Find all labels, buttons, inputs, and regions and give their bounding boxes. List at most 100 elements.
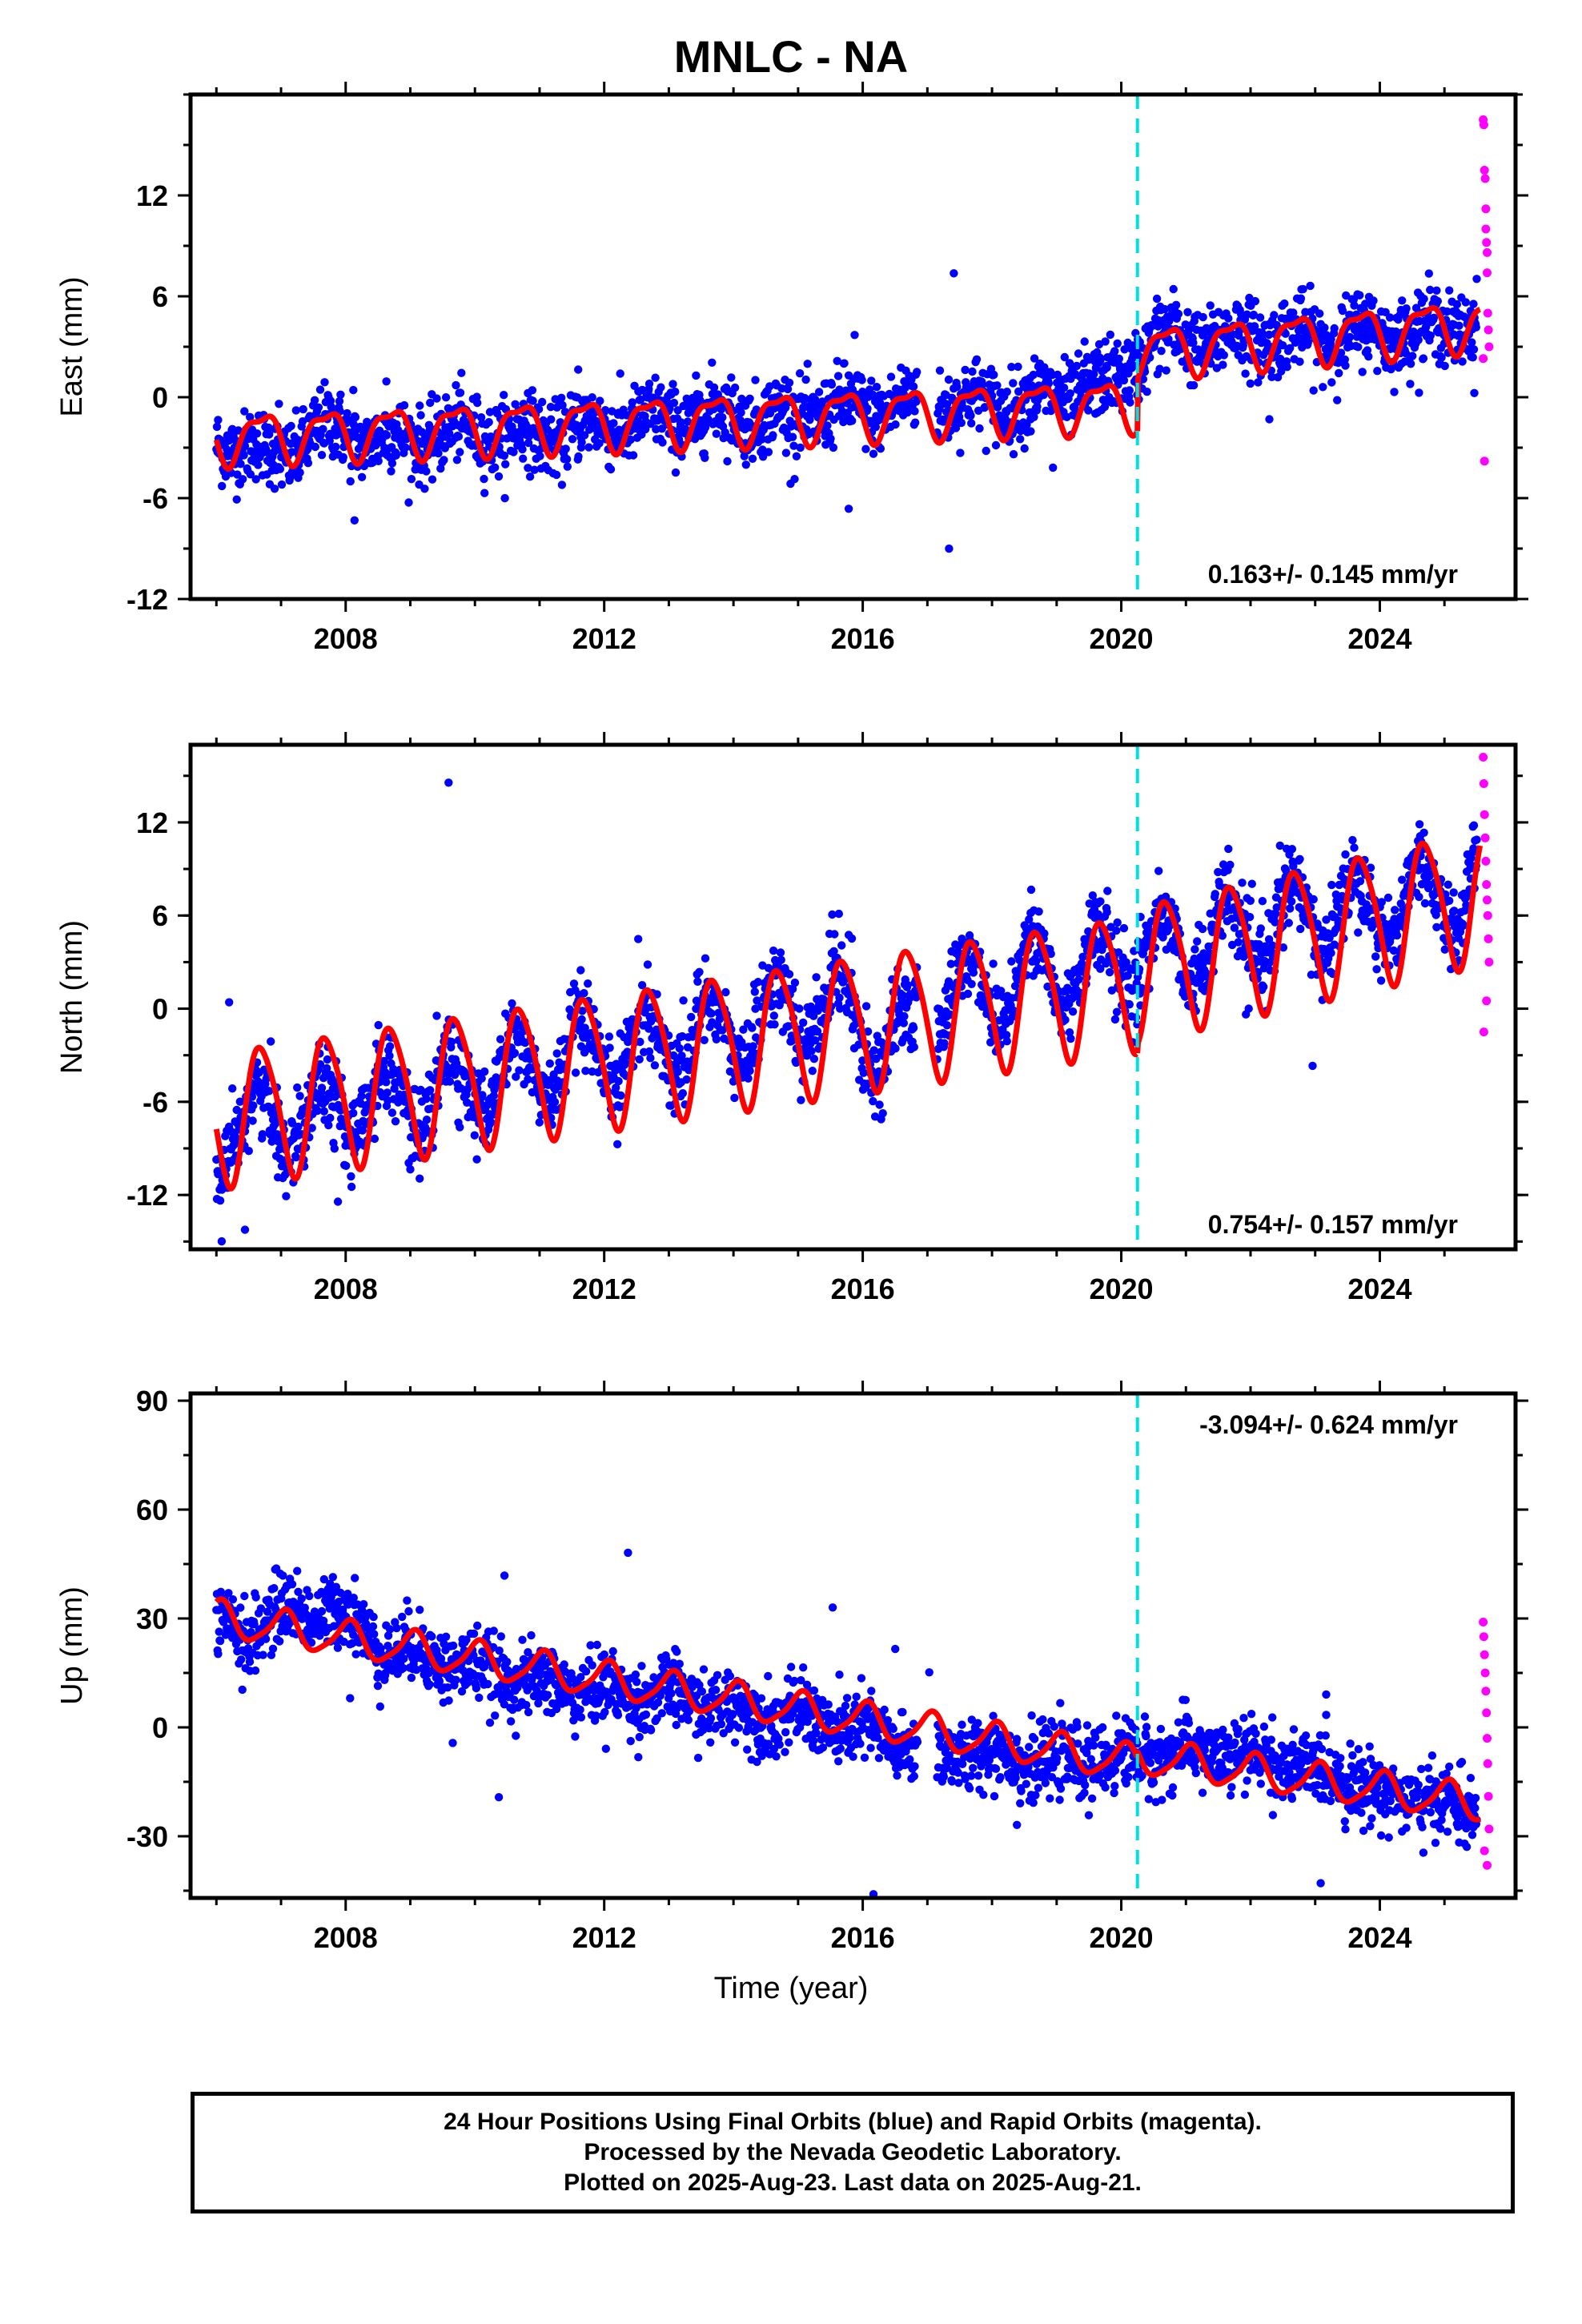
north-final-point (963, 989, 973, 999)
north-final-point (217, 1236, 227, 1246)
east-final-point (1338, 306, 1347, 316)
north-final-point (942, 1021, 952, 1030)
east-final-point (1049, 463, 1058, 472)
north-x-tick-label: 2012 (572, 1273, 636, 1305)
east-final-point (456, 388, 465, 397)
east-final-point (1119, 376, 1129, 385)
east-final-point (1174, 309, 1183, 319)
east-final-point (351, 412, 360, 422)
north-final-point (406, 1165, 415, 1174)
north-final-point (776, 948, 785, 957)
east-final-point (869, 449, 878, 458)
east-final-point (658, 438, 667, 447)
east-final-point (1241, 369, 1250, 378)
east-final-point (1283, 363, 1291, 372)
north-final-point (1026, 885, 1036, 895)
north-final-point (584, 979, 592, 988)
north-final-point (969, 968, 978, 977)
east-final-point (1267, 372, 1276, 381)
up-final-point (297, 1594, 306, 1603)
north-final-point (967, 979, 976, 989)
east-final-point (886, 372, 896, 381)
north-final-point (830, 930, 839, 939)
east-final-point (500, 451, 509, 460)
east-final-point (982, 446, 990, 456)
north-rapid-point (1480, 810, 1489, 819)
north-final-point (878, 1109, 887, 1118)
east-final-point (546, 403, 556, 412)
north-final-point (693, 977, 702, 987)
up-final-point (287, 1580, 297, 1589)
east-final-point (436, 464, 445, 473)
east-final-point (524, 388, 532, 398)
north-final-point (750, 987, 759, 996)
east-final-point (636, 395, 645, 404)
north-final-point (1113, 918, 1122, 927)
east-final-point (387, 459, 397, 468)
east-final-point (1084, 406, 1093, 415)
north-final-point (909, 1043, 919, 1051)
north-final-point (989, 959, 998, 968)
east-final-point (967, 419, 976, 428)
east-final-point (1390, 388, 1399, 396)
north-final-point (1472, 835, 1481, 844)
east-final-point (872, 383, 881, 392)
north-final-point (1419, 828, 1428, 838)
east-final-point (473, 398, 482, 408)
east-final-point (472, 392, 481, 401)
east-final-point (331, 442, 340, 452)
east-final-point (1433, 296, 1443, 306)
east-x-tick-label: 2024 (1347, 622, 1411, 655)
up-final-point (293, 1566, 302, 1575)
east-final-point (1106, 330, 1115, 340)
north-final-point (496, 1035, 505, 1043)
east-final-point (1030, 412, 1038, 421)
east-final-point (240, 441, 250, 451)
east-final-point (382, 431, 391, 440)
north-final-point (861, 1002, 871, 1011)
north-rapid-point (1482, 880, 1492, 889)
east-final-point (783, 384, 793, 394)
east-y-tick-label: 0 (152, 381, 168, 414)
east-final-point (240, 407, 249, 416)
north-final-point (675, 1043, 684, 1053)
east-final-point (588, 393, 596, 402)
north-final-point (1415, 820, 1424, 829)
east-final-point (677, 418, 685, 427)
up-final-point (214, 1650, 223, 1659)
east-final-point (910, 407, 919, 416)
east-rate-label: 0.163+/- 0.145 mm/yr (1208, 560, 1458, 589)
north-final-point (1112, 926, 1121, 935)
north-final-point (1391, 906, 1399, 915)
north-final-point (1420, 899, 1430, 908)
east-rapid-point (1481, 204, 1491, 214)
north-final-point (326, 1113, 335, 1123)
up-final-point (317, 1606, 327, 1616)
north-rapid-point (1483, 895, 1492, 905)
east-final-point (1391, 327, 1400, 336)
east-final-point (580, 431, 589, 440)
east-final-point (626, 435, 635, 444)
north-final-point (1383, 893, 1393, 903)
east-final-point (420, 485, 429, 493)
east-final-point (311, 442, 319, 452)
north-final-point (454, 1118, 463, 1128)
east-final-point (826, 434, 835, 443)
east-final-point (1014, 387, 1023, 396)
east-final-point (233, 470, 242, 479)
north-final-point (1341, 850, 1350, 859)
east-final-point (1315, 309, 1324, 318)
east-final-point (1419, 354, 1428, 363)
east-final-point (757, 435, 766, 444)
east-final-point (1426, 331, 1435, 340)
north-final-point (769, 946, 778, 955)
east-final-point (1270, 311, 1279, 320)
north-rapid-orbit-points (1479, 753, 1494, 1037)
east-final-point (1398, 296, 1407, 305)
up-final-point (279, 1571, 287, 1580)
north-final-point (770, 1020, 779, 1029)
east-final-point (246, 412, 255, 421)
